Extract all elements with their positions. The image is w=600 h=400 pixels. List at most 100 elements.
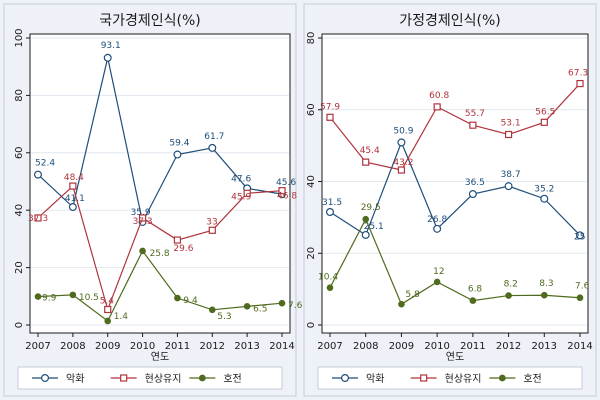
- y-tick-label: 0: [306, 322, 317, 328]
- data-label: 9.4: [183, 296, 198, 306]
- data-point: [243, 189, 251, 197]
- data-point: [575, 231, 584, 240]
- data-point: [34, 293, 42, 300]
- x-tick-label: 2012: [200, 341, 225, 352]
- data-label: 5.8: [405, 290, 420, 300]
- x-tick-label: 2011: [460, 341, 485, 352]
- legend-label: 현상유지: [145, 373, 182, 385]
- data-point: [104, 305, 112, 314]
- data-label: 47.6: [231, 174, 251, 184]
- data-label: 35.2: [534, 185, 554, 195]
- data-label: 10.5: [79, 293, 99, 303]
- data-label: 45.6: [276, 178, 296, 188]
- x-tick-label: 2014: [269, 341, 294, 352]
- series-line: [329, 217, 581, 306]
- y-tick-label: 40: [306, 175, 317, 188]
- x-tick-label: 2011: [165, 341, 190, 352]
- data-label: 45.4: [360, 146, 380, 156]
- data-point: [576, 79, 584, 88]
- data-label: 9.9: [42, 294, 57, 304]
- data-point: [397, 166, 406, 174]
- data-point: [278, 187, 286, 195]
- data-label: 61.7: [204, 132, 224, 142]
- data-label: 59.4: [169, 139, 189, 149]
- data-point: [361, 230, 370, 239]
- legend: 악화 현상유지 호전: [17, 366, 283, 390]
- legend-marker: [120, 374, 128, 382]
- x-tick-label: 2013: [234, 341, 259, 352]
- legend: 악화 현상유지 호전: [317, 366, 583, 390]
- data-point: [398, 300, 405, 308]
- data-label: 37.3: [133, 217, 153, 227]
- x-tick-label: 2009: [95, 341, 120, 352]
- data-label: 46.8: [277, 192, 297, 202]
- x-tick-label: 2007: [317, 341, 342, 352]
- chart-title: 가정경제인식(%): [399, 13, 501, 29]
- data-label: 25.8: [150, 249, 170, 259]
- data-label: 6.5: [253, 304, 267, 314]
- x-tick-label: 2007: [25, 341, 50, 352]
- x-tick-label: 2010: [424, 341, 449, 352]
- data-label: 43.2: [393, 158, 413, 168]
- data-point: [208, 226, 216, 234]
- legend-marker: [420, 374, 428, 382]
- series-line: [37, 184, 283, 312]
- legend-label: 악화: [366, 373, 384, 385]
- data-label: 7.6: [575, 282, 590, 292]
- data-label: 8.2: [504, 280, 518, 290]
- y-tick-label: 60: [14, 146, 25, 159]
- data-point: [504, 182, 513, 191]
- data-point: [33, 170, 42, 179]
- data-label: 41.1: [65, 194, 85, 204]
- data-point: [173, 150, 182, 159]
- data-label: 8.3: [539, 279, 553, 289]
- data-point: [433, 103, 441, 111]
- data-point: [69, 182, 77, 190]
- data-point: [68, 203, 77, 212]
- data-label: 93.1: [101, 41, 121, 51]
- legend-label: 호전: [223, 373, 241, 385]
- legend-label: 호전: [523, 373, 541, 385]
- data-label: 5.3: [217, 312, 231, 322]
- data-label: 37.3: [28, 214, 48, 224]
- data-label: 52.4: [35, 159, 55, 169]
- data-point: [540, 291, 548, 299]
- data-label: 33: [206, 217, 217, 227]
- data-label: 36.5: [465, 178, 485, 188]
- x-tick-label: 2008: [60, 341, 85, 352]
- data-point: [397, 138, 406, 147]
- y-tick-label: 0: [14, 322, 25, 328]
- plot-area: [321, 33, 589, 334]
- data-point: [173, 236, 182, 244]
- data-point: [103, 53, 112, 62]
- data-point: [243, 303, 251, 310]
- y-tick-label: 100: [14, 28, 25, 47]
- data-point: [540, 194, 549, 203]
- x-tick-label: 2012: [496, 341, 521, 352]
- y-tick-label: 20: [14, 261, 25, 274]
- data-point: [34, 214, 42, 222]
- data-point: [208, 143, 217, 152]
- legend-box: [317, 366, 583, 390]
- data-label: 29.5: [361, 203, 381, 213]
- data-point: [174, 294, 181, 302]
- series-2: 57.9 45.4 43.2 60.8 55.7 53.1 56.5 67.3: [320, 69, 588, 174]
- series-1: 31.5 25.1 50.9 26.8 36.5 38.7 35.2 25: [322, 126, 585, 242]
- x-tick-label: 2008: [353, 341, 378, 352]
- data-label: 56.5: [535, 107, 555, 117]
- y-tick-label: 80: [306, 32, 317, 45]
- data-point: [469, 121, 477, 129]
- chart-panel-2: 가정경제인식(%) 0 20 40 60 80 2007 2008 2009 2010 2011 20…: [303, 3, 597, 397]
- legend-label: 악화: [66, 373, 84, 385]
- data-point: [326, 284, 334, 291]
- data-label: 25: [574, 232, 585, 242]
- x-axis-title: 연도: [151, 351, 169, 363]
- y-tick-label: 40: [14, 204, 25, 217]
- legend-marker: [341, 374, 350, 383]
- data-label: 7.6: [288, 301, 303, 311]
- data-point: [104, 317, 112, 325]
- data-point: [69, 291, 77, 299]
- series-line: [329, 83, 581, 171]
- legend-marker: [40, 374, 49, 383]
